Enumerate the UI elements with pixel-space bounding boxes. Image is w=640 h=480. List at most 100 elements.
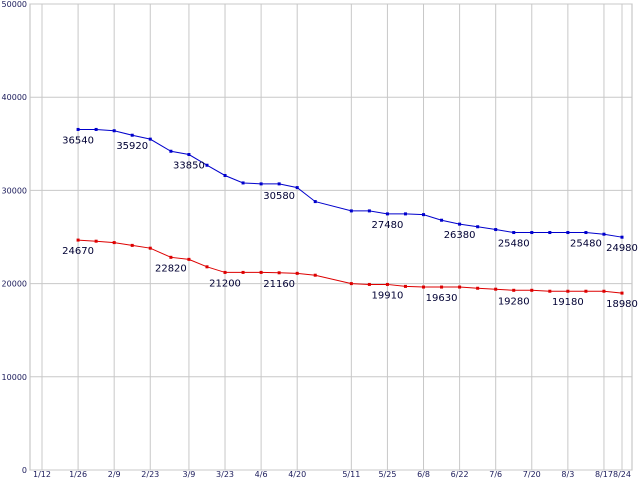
data-point: [187, 153, 191, 157]
data-point: [367, 209, 371, 213]
x-tick-label: 1/26: [69, 470, 87, 479]
x-tick-label: 5/25: [378, 470, 396, 479]
data-label: 30580: [263, 191, 295, 202]
data-point: [205, 163, 209, 167]
y-axis-ticks: 0 10000 20000 30000 40000 50000: [2, 0, 27, 475]
data-point: [187, 257, 191, 261]
data-point: [494, 228, 498, 232]
data-point: [620, 291, 624, 295]
data-point: [169, 149, 173, 153]
data-point: [277, 182, 281, 186]
data-point: [422, 213, 426, 217]
data-point: [259, 182, 263, 186]
series-line: [78, 128, 623, 238]
data-label: 24670: [62, 246, 94, 257]
data-point: [566, 231, 570, 235]
x-axis-ticks: 1/12 1/26 2/9 2/23 3/9 3/23 4/6 4/20 5/11 5/25 6/8…: [33, 470, 631, 479]
data-label: 21160: [263, 279, 295, 290]
data-point: [112, 129, 116, 133]
y-tick-label: 0: [22, 466, 27, 475]
data-label: 27480: [372, 220, 404, 231]
data-point: [403, 284, 407, 288]
series-layer: [76, 127, 624, 295]
y-tick-label: 30000: [2, 186, 27, 195]
data-point: [112, 241, 116, 245]
data-label: 25480: [498, 239, 530, 250]
x-tick-label: 6/22: [451, 470, 469, 479]
data-label: 26380: [444, 230, 476, 241]
y-tick-label: 40000: [2, 93, 27, 102]
x-tick-label: 5/11: [342, 470, 360, 479]
data-point: [458, 222, 462, 226]
data-point: [403, 212, 407, 216]
data-point: [530, 231, 534, 235]
data-point: [76, 127, 80, 131]
data-point: [277, 271, 281, 275]
data-point: [349, 282, 353, 286]
data-point: [602, 232, 606, 236]
series-line: [78, 239, 623, 294]
x-tick-label: 7/6: [489, 470, 502, 479]
data-point: [313, 273, 317, 277]
y-tick-label: 10000: [2, 373, 27, 382]
data-point: [148, 137, 152, 141]
data-point: [223, 173, 227, 177]
data-point: [223, 270, 227, 274]
x-tick-label: 4/6: [255, 470, 268, 479]
data-point: [476, 225, 480, 229]
data-point: [313, 200, 317, 204]
data-point: [148, 246, 152, 250]
data-point: [620, 235, 624, 239]
y-tick-label: 50000: [2, 0, 27, 9]
data-point: [130, 133, 134, 137]
data-point: [241, 181, 245, 185]
x-tick-label: 1/12: [33, 470, 51, 479]
data-point: [512, 288, 516, 292]
data-point: [295, 186, 299, 190]
data-point: [476, 286, 480, 290]
data-point: [422, 285, 426, 289]
data-point: [259, 270, 263, 274]
data-point: [458, 285, 462, 289]
plot-frame: [29, 3, 633, 471]
data-point: [94, 127, 98, 131]
data-point: [530, 288, 534, 292]
data-label: 21200: [209, 278, 241, 289]
data-label: 19180: [552, 297, 584, 308]
data-point: [241, 270, 245, 274]
x-tick-label: 8/3: [561, 470, 574, 479]
data-label: 35920: [116, 141, 148, 152]
data-point: [548, 289, 552, 293]
data-point: [385, 212, 389, 216]
data-label: 19630: [426, 293, 458, 304]
data-label: 22820: [155, 263, 187, 274]
data-point: [130, 243, 134, 247]
y-tick-label: 20000: [2, 280, 27, 289]
data-point: [295, 271, 299, 275]
data-label: 19910: [372, 290, 404, 301]
data-label: 19280: [498, 296, 530, 307]
data-point: [512, 231, 516, 235]
data-point: [367, 282, 371, 286]
data-point: [548, 231, 552, 235]
data-point: [205, 265, 209, 269]
x-tick-label: 8/17: [595, 470, 613, 479]
data-point: [584, 231, 588, 235]
data-point: [76, 238, 80, 242]
x-tick-label: 3/9: [182, 470, 195, 479]
data-point: [566, 289, 570, 293]
x-tick-label: 4/20: [288, 470, 306, 479]
data-label: 33850: [173, 161, 205, 172]
data-point: [385, 282, 389, 286]
x-tick-label: 8/24: [613, 470, 631, 479]
x-tick-label: 3/23: [216, 470, 234, 479]
data-label: 18980: [606, 299, 638, 310]
x-tick-label: 2/23: [141, 470, 159, 479]
grid: [29, 3, 633, 471]
data-point: [602, 289, 606, 293]
x-tick-label: 7/20: [523, 470, 541, 479]
data-label: 36540: [62, 135, 94, 146]
data-point: [94, 239, 98, 243]
data-label: 25480: [570, 239, 602, 250]
